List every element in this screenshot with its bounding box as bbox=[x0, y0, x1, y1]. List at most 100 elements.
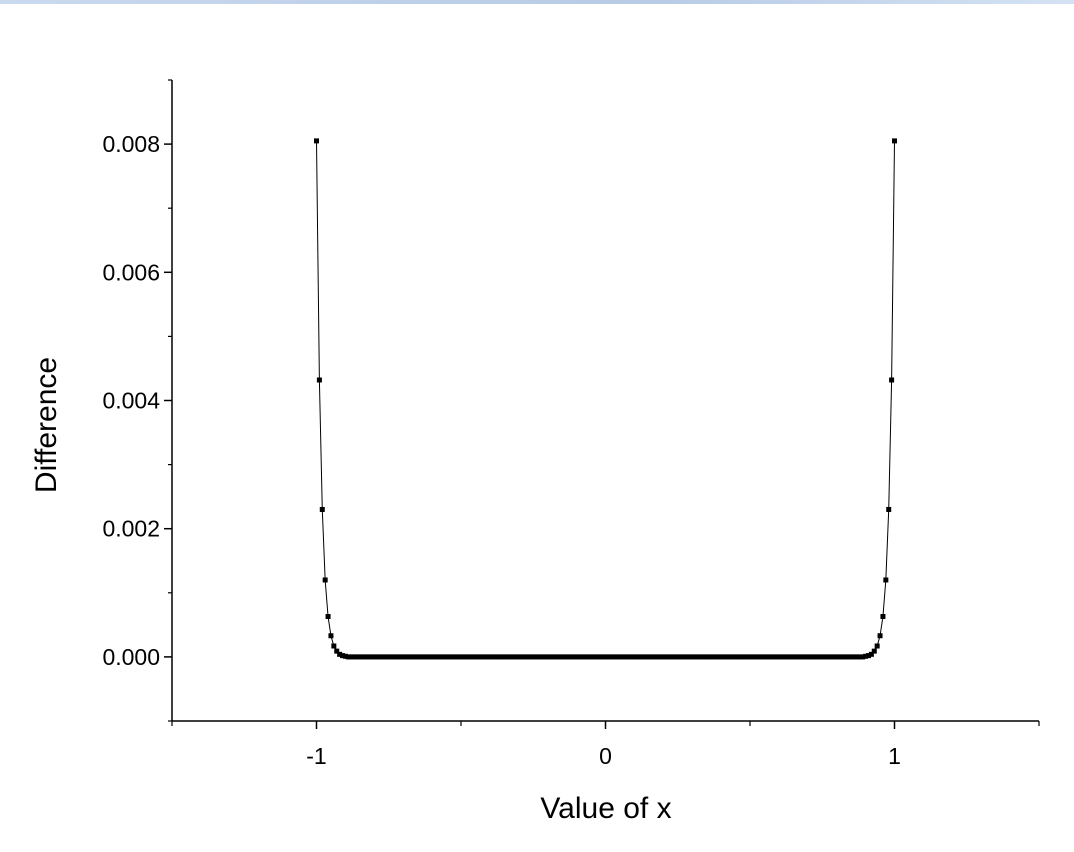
data-point bbox=[782, 654, 788, 660]
data-point bbox=[871, 648, 877, 654]
data-point bbox=[727, 654, 733, 660]
data-point bbox=[776, 654, 782, 660]
data-point bbox=[455, 654, 461, 660]
data-point bbox=[617, 654, 623, 660]
plot-area bbox=[314, 138, 897, 660]
data-point bbox=[805, 654, 811, 660]
data-point bbox=[533, 654, 539, 660]
data-point bbox=[527, 654, 533, 660]
data-point bbox=[490, 654, 496, 660]
data-point bbox=[860, 654, 866, 660]
data-point bbox=[880, 614, 886, 620]
data-point bbox=[750, 654, 756, 660]
data-point bbox=[799, 654, 805, 660]
data-point bbox=[868, 651, 874, 657]
data-point bbox=[354, 654, 360, 660]
data-point bbox=[556, 654, 562, 660]
data-point bbox=[522, 654, 528, 660]
data-point bbox=[718, 654, 724, 660]
data-point bbox=[689, 654, 695, 660]
data-point bbox=[536, 654, 542, 660]
data-point bbox=[626, 654, 632, 660]
data-point bbox=[675, 654, 681, 660]
data-point bbox=[319, 506, 325, 512]
series-line bbox=[316, 140, 895, 658]
data-point bbox=[539, 654, 545, 660]
data-point bbox=[386, 654, 392, 660]
data-point bbox=[444, 654, 450, 660]
data-point bbox=[519, 654, 525, 660]
data-point bbox=[591, 654, 597, 660]
data-point bbox=[707, 654, 713, 660]
data-point bbox=[605, 654, 611, 660]
data-point bbox=[493, 654, 499, 660]
data-point bbox=[574, 654, 580, 660]
data-point bbox=[709, 654, 715, 660]
data-point bbox=[655, 654, 661, 660]
data-point bbox=[704, 654, 710, 660]
data-point bbox=[669, 654, 675, 660]
data-point bbox=[845, 654, 851, 660]
data-point bbox=[392, 654, 398, 660]
data-point bbox=[741, 654, 747, 660]
data-point bbox=[646, 654, 652, 660]
data-point bbox=[588, 654, 594, 660]
data-point bbox=[730, 654, 736, 660]
data-point bbox=[513, 654, 519, 660]
y-tick-label: 0.000 bbox=[102, 644, 160, 670]
data-point bbox=[608, 654, 614, 660]
data-point bbox=[764, 654, 770, 660]
data-point bbox=[825, 654, 831, 660]
data-point bbox=[472, 654, 478, 660]
data-point bbox=[582, 654, 588, 660]
data-point bbox=[652, 654, 658, 660]
data-point bbox=[695, 654, 701, 660]
data-point bbox=[337, 651, 343, 657]
data-point bbox=[565, 654, 571, 660]
data-point bbox=[660, 654, 666, 660]
data-point bbox=[631, 654, 637, 660]
data-point bbox=[733, 654, 739, 660]
y-axis-title: Difference bbox=[30, 357, 63, 493]
data-point bbox=[478, 654, 484, 660]
data-point bbox=[412, 654, 418, 660]
data-point bbox=[600, 654, 606, 660]
data-point bbox=[672, 654, 678, 660]
data-point bbox=[715, 654, 721, 660]
data-point bbox=[698, 654, 704, 660]
data-point bbox=[550, 654, 556, 660]
x-tick-label: 0 bbox=[599, 743, 612, 769]
data-point bbox=[585, 654, 591, 660]
data-point bbox=[345, 654, 351, 660]
data-point bbox=[524, 654, 530, 660]
data-point bbox=[761, 654, 767, 660]
data-point bbox=[357, 654, 363, 660]
data-point bbox=[857, 654, 863, 660]
data-point bbox=[889, 377, 895, 383]
data-point bbox=[571, 654, 577, 660]
data-point bbox=[432, 654, 438, 660]
data-point bbox=[813, 654, 819, 660]
data-point bbox=[394, 654, 400, 660]
data-point bbox=[331, 643, 337, 649]
data-point bbox=[429, 654, 435, 660]
data-point bbox=[501, 654, 507, 660]
data-point bbox=[562, 654, 568, 660]
data-point bbox=[342, 653, 348, 659]
data-point bbox=[409, 654, 415, 660]
data-point bbox=[848, 654, 854, 660]
data-point bbox=[397, 654, 403, 660]
data-point bbox=[634, 654, 640, 660]
data-point bbox=[892, 138, 897, 144]
data-point bbox=[773, 654, 779, 660]
data-point bbox=[756, 654, 762, 660]
data-point bbox=[545, 654, 551, 660]
data-point bbox=[452, 654, 458, 660]
data-point bbox=[553, 654, 559, 660]
data-point bbox=[314, 138, 319, 144]
data-point bbox=[438, 654, 444, 660]
data-point bbox=[721, 654, 727, 660]
data-point bbox=[808, 654, 814, 660]
data-point bbox=[637, 654, 643, 660]
